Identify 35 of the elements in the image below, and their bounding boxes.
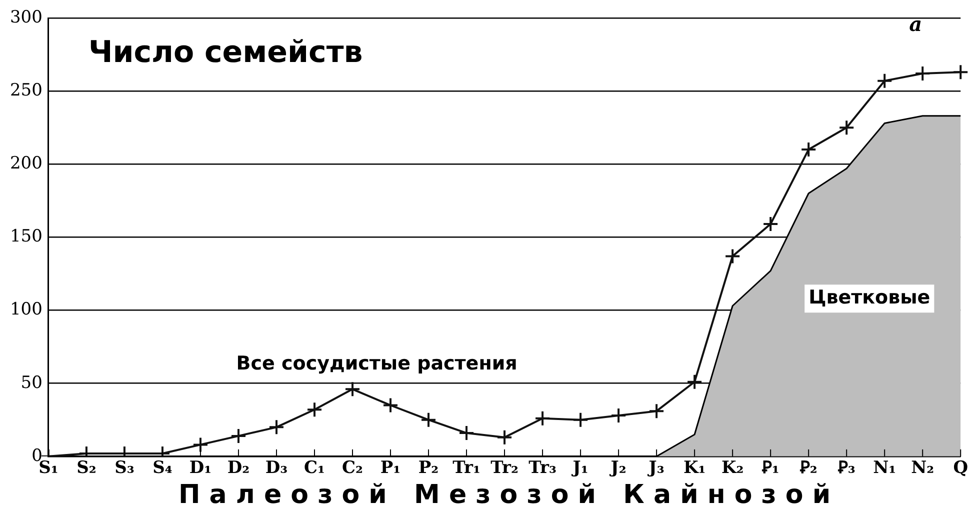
x-tick-label: P₂ (418, 458, 439, 478)
y-tick-label: 300 (10, 7, 42, 28)
x-tick-label: K₂ (721, 458, 744, 478)
annotation: а (909, 12, 922, 36)
x-tick-label: C₁ (304, 458, 325, 478)
x-tick-label: P₁ (380, 458, 401, 478)
x-tick-label: J₂ (608, 458, 626, 478)
y-tick-label: 250 (10, 80, 42, 100)
series-label: Цветковые (808, 286, 930, 309)
y-tick-label: 100 (10, 300, 42, 320)
y-tick-label: 150 (10, 226, 42, 247)
x-axis-title: П а л е о з о й М е з о з о й К а й н о з о й (178, 480, 831, 510)
y-tick-label: 200 (10, 154, 42, 174)
x-tick-label: Tr₃ (528, 458, 556, 478)
x-tick-label: K₁ (683, 458, 706, 478)
x-tick-label: S₂ (76, 458, 96, 478)
x-tick-label: J₁ (570, 458, 588, 478)
series-label: Все сосудистые растения (236, 352, 518, 374)
x-tick-label: Ꝑ₁ (760, 458, 780, 478)
x-tick-label: Ꝑ₂ (798, 458, 818, 478)
text: Число семейств (88, 34, 363, 70)
x-tick-label: S₃ (114, 458, 134, 478)
x-tick-label: D₃ (265, 458, 288, 478)
x-tick-label: D₂ (227, 458, 250, 478)
x-tick-label: N₂ (911, 458, 934, 478)
x-tick-label: Tr₁ (452, 458, 480, 478)
x-tick-label: Tr₂ (490, 458, 518, 478)
x-tick-label: Ꝑ₃ (836, 458, 856, 478)
x-tick-label: N₁ (873, 458, 896, 478)
x-tick-label: C₂ (342, 458, 363, 478)
x-tick-label: S₄ (152, 458, 172, 478)
y-tick-label: 50 (20, 372, 42, 393)
x-tick-label: Q (953, 458, 968, 478)
x-tick-label: J₃ (646, 458, 664, 478)
x-tick-label: D₁ (189, 458, 212, 478)
